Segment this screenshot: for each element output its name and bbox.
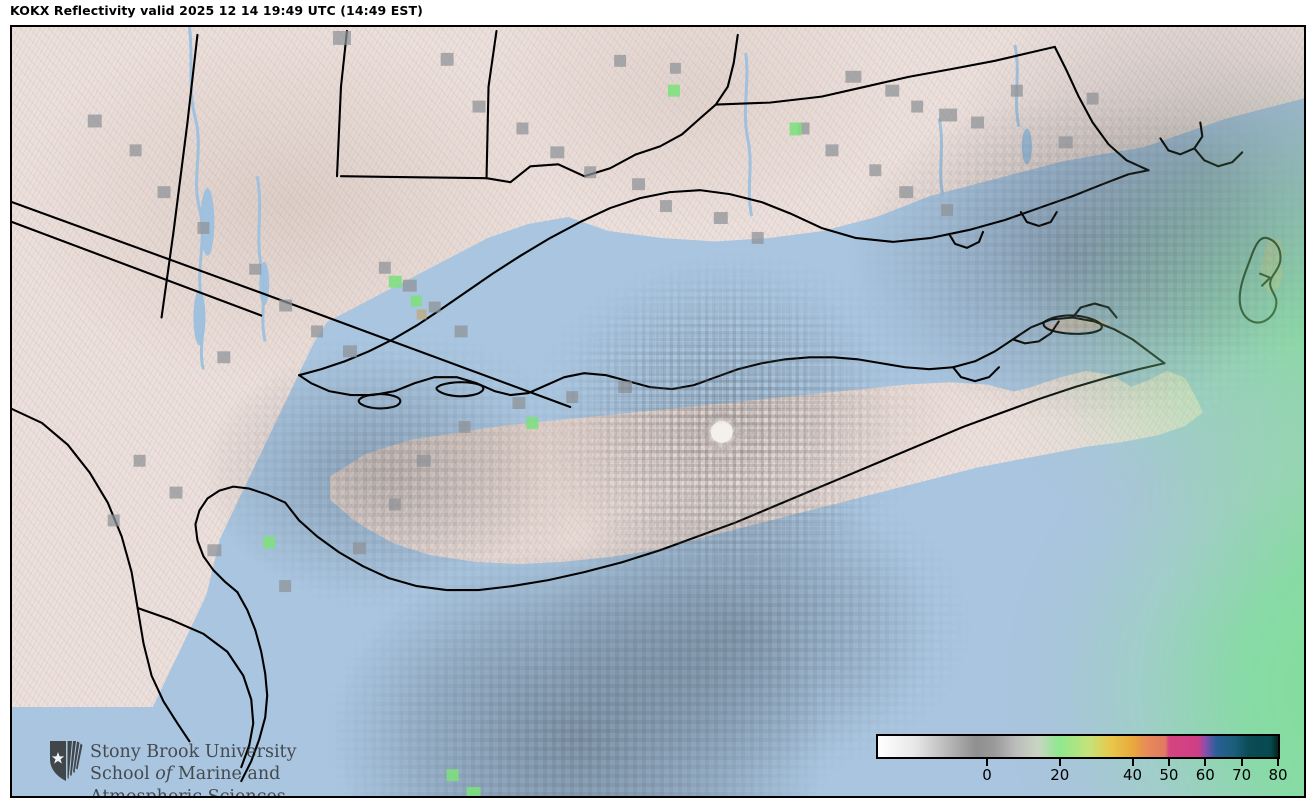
stony-brook-shield-icon — [50, 741, 83, 781]
colorbar-tick — [1240, 759, 1243, 766]
colorbar-tick — [1058, 759, 1061, 766]
radar-site-clutter-rosette — [550, 257, 896, 606]
colorbar-labels: 0 20 40 50 60 70 80 — [876, 766, 1287, 786]
colorbar-tick-label: 70 — [1232, 766, 1252, 784]
radar-echo-weak-gray — [12, 27, 1304, 796]
colorbar-tick-label: 80 — [1268, 766, 1288, 784]
colorbar-tick — [1277, 759, 1279, 766]
page-title: KOKX Reflectivity valid 2025 12 14 19:49… — [10, 3, 423, 18]
hydrography-layer — [187, 27, 1032, 370]
radar-echo-precipitation — [12, 27, 1304, 796]
radar-scattered-clutter — [87, 30, 1099, 796]
map-canvas[interactable]: Stony Brook University School of Marine … — [10, 25, 1306, 798]
colorbar-tick — [1131, 759, 1134, 766]
colorbar-tick-label: 60 — [1195, 766, 1215, 784]
colorbar-tick — [1167, 759, 1170, 766]
stony-brook-logo: Stony Brook University School of Marine … — [48, 734, 316, 798]
radar-gate-mosaic — [12, 27, 1304, 796]
radar-cone-of-silence — [710, 420, 733, 443]
radar-rosette-mosaic — [12, 27, 1304, 796]
colorbar-tick — [986, 759, 989, 766]
water-layer — [12, 27, 1304, 796]
colorbar-tick-label: 20 — [1050, 766, 1070, 784]
colorbar-tick-label: 0 — [982, 766, 992, 784]
logo-line-3: Atmospheric Sciences — [90, 786, 286, 798]
logo-line-2: School of Marine and — [90, 764, 281, 785]
logo-line-1: Stony Brook University — [90, 742, 297, 762]
reflectivity-colorbar[interactable]: 0 20 40 50 60 70 80 — [876, 734, 1288, 794]
stony-brook-logo-text: Stony Brook University School of Marine … — [90, 734, 297, 798]
colorbar-tick — [1204, 759, 1207, 766]
boundary-layer — [12, 29, 1282, 783]
land-layer — [12, 27, 1304, 796]
colorbar-ticks — [876, 759, 1280, 767]
colorbar-tick-label: 40 — [1122, 766, 1143, 784]
colorbar-gradient[interactable] — [876, 734, 1280, 759]
colorbar-tick-label: 50 — [1159, 766, 1179, 784]
